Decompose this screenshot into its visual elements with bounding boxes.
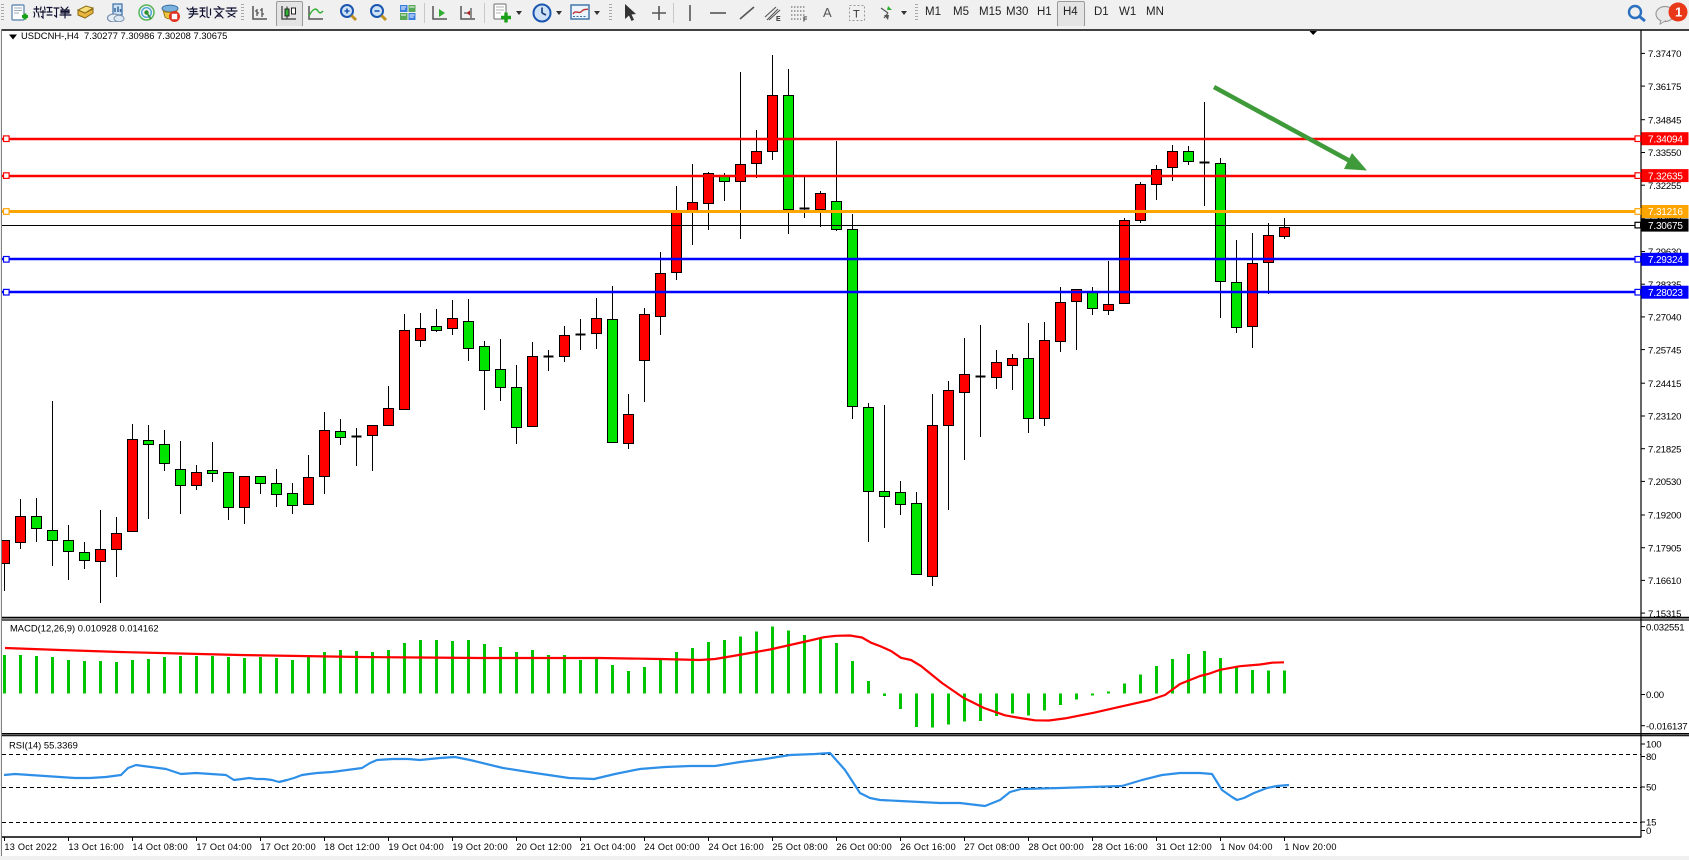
svg-text:-0.016137: -0.016137 — [1646, 721, 1687, 732]
svg-text:7.28335: 7.28335 — [1648, 280, 1681, 291]
svg-text:19 Oct 20:00: 19 Oct 20:00 — [452, 842, 508, 852]
svg-text:25 Oct 08:00: 25 Oct 08:00 — [772, 842, 828, 852]
svg-text:7.37470: 7.37470 — [1648, 49, 1681, 60]
svg-text:7.20530: 7.20530 — [1648, 477, 1681, 488]
svg-text:7.19200: 7.19200 — [1648, 511, 1681, 522]
svg-text:24 Oct 00:00: 24 Oct 00:00 — [644, 842, 700, 852]
svg-text:18 Oct 12:00: 18 Oct 12:00 — [324, 842, 380, 852]
svg-text:21 Oct 04:00: 21 Oct 04:00 — [580, 842, 636, 852]
svg-text:13 Oct 2022: 13 Oct 2022 — [4, 842, 57, 852]
svg-text:0.00: 0.00 — [1646, 690, 1664, 701]
svg-text:19 Oct 04:00: 19 Oct 04:00 — [388, 842, 444, 852]
svg-text:26 Oct 16:00: 26 Oct 16:00 — [900, 842, 956, 852]
svg-text:F: F — [803, 17, 808, 23]
svg-text:7.23120: 7.23120 — [1648, 412, 1681, 423]
svg-text:28 Oct 00:00: 28 Oct 00:00 — [1028, 842, 1084, 852]
svg-text:T: T — [853, 9, 860, 21]
svg-text:7.30675: 7.30675 — [1648, 221, 1683, 232]
svg-text:7.32635: 7.32635 — [1648, 171, 1683, 182]
svg-text:7.32255: 7.32255 — [1648, 181, 1681, 192]
svg-text:20 Oct 12:00: 20 Oct 12:00 — [516, 842, 572, 852]
svg-text:0.032551: 0.032551 — [1646, 622, 1684, 633]
svg-text:17 Oct 04:00: 17 Oct 04:00 — [196, 842, 252, 852]
svg-text:7.34094: 7.34094 — [1648, 134, 1683, 145]
svg-text:1 Nov 20:00: 1 Nov 20:00 — [1284, 842, 1336, 852]
svg-text:7.17905: 7.17905 — [1648, 543, 1681, 554]
svg-text:7.29324: 7.29324 — [1648, 255, 1683, 266]
svg-text:7.24415: 7.24415 — [1648, 379, 1681, 390]
svg-text:USDCNH-,H4 7.30277 7.30986 7.: USDCNH-,H4 7.30277 7.30986 7.30208 7.306… — [21, 30, 227, 41]
svg-text:14 Oct 08:00: 14 Oct 08:00 — [132, 842, 188, 852]
svg-text:7.28023: 7.28023 — [1648, 288, 1683, 299]
svg-text:100: 100 — [1646, 740, 1661, 751]
svg-text:17 Oct 20:00: 17 Oct 20:00 — [260, 842, 316, 852]
svg-text:7.15315: 7.15315 — [1648, 609, 1681, 620]
svg-text:7.36175: 7.36175 — [1648, 82, 1681, 93]
svg-text:31 Oct 12:00: 31 Oct 12:00 — [1156, 842, 1212, 852]
svg-text:7.31216: 7.31216 — [1648, 207, 1683, 218]
svg-text:15: 15 — [1646, 818, 1656, 829]
svg-text:RSI(14) 55.3369: RSI(14) 55.3369 — [9, 740, 78, 751]
svg-text:1 Nov 04:00: 1 Nov 04:00 — [1220, 842, 1272, 852]
svg-text:1: 1 — [1675, 5, 1682, 20]
svg-text:7.29630: 7.29630 — [1648, 247, 1681, 258]
svg-text:7.16610: 7.16610 — [1648, 576, 1681, 587]
svg-text:13 Oct 16:00: 13 Oct 16:00 — [68, 842, 124, 852]
svg-text:7.34845: 7.34845 — [1648, 115, 1681, 126]
svg-text:0: 0 — [1646, 826, 1651, 837]
svg-text:27 Oct 08:00: 27 Oct 08:00 — [964, 842, 1020, 852]
svg-text:50: 50 — [1646, 783, 1656, 794]
svg-text:80: 80 — [1646, 752, 1656, 763]
svg-text:7.21825: 7.21825 — [1648, 444, 1681, 455]
svg-text:24 Oct 16:00: 24 Oct 16:00 — [708, 842, 764, 852]
svg-text:26 Oct 00:00: 26 Oct 00:00 — [836, 842, 892, 852]
svg-text:E: E — [776, 16, 781, 22]
svg-text:7.25745: 7.25745 — [1648, 345, 1681, 356]
svg-text:28 Oct 16:00: 28 Oct 16:00 — [1092, 842, 1148, 852]
svg-text:MACD(12,26,9) 0.010928 0.01416: MACD(12,26,9) 0.010928 0.014162 — [10, 623, 159, 634]
svg-text:7.27040: 7.27040 — [1648, 313, 1681, 324]
svg-text:7.33550: 7.33550 — [1648, 148, 1681, 159]
